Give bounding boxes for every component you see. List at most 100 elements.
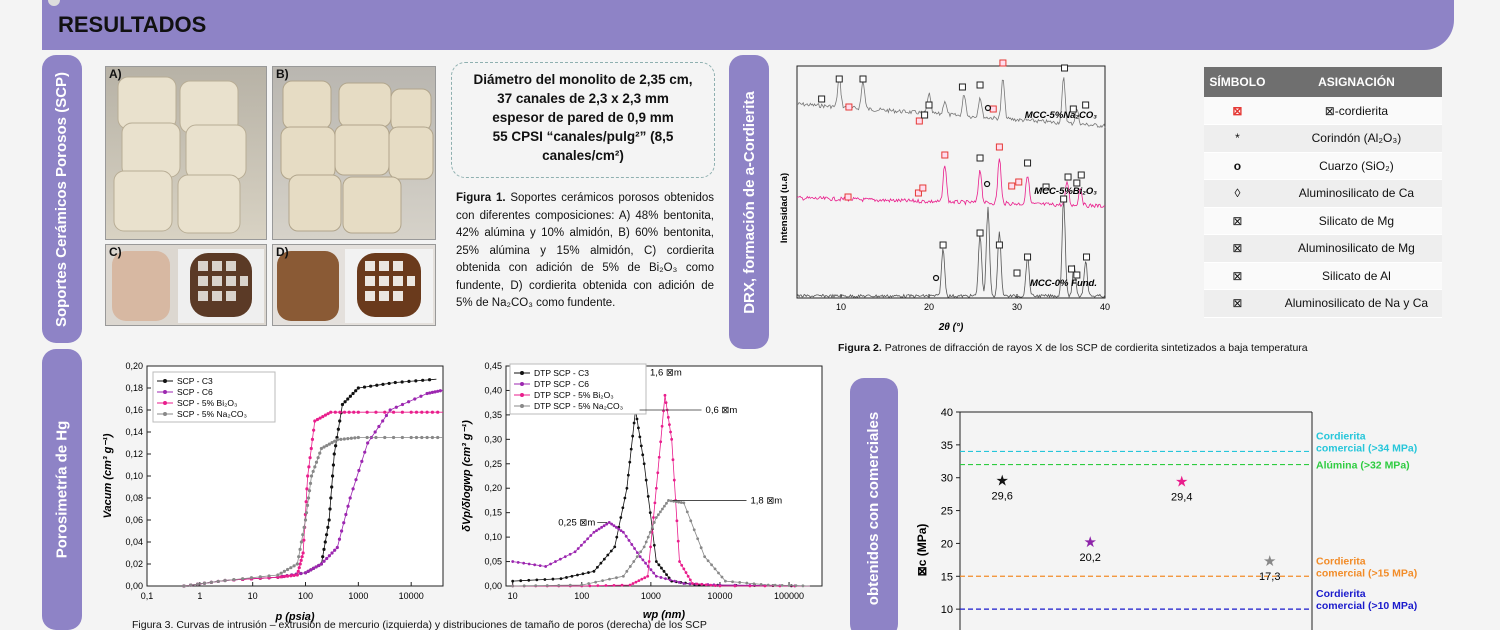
drx-chart: Intensidad (u.a) 10 20 30 40 MCC-5%Na₂CO₃ M… — [779, 59, 1110, 333]
photo-c-label: C) — [109, 245, 122, 259]
intrusion-legend — [152, 371, 276, 423]
dtp-legend-marker — [520, 404, 524, 408]
drx-peak-marker — [921, 111, 929, 119]
strength-ytick-label: 10 — [941, 604, 953, 616]
dtp-legend-marker — [520, 371, 524, 375]
intrusion-series-line — [183, 437, 443, 587]
symbol-cell: ⊠ — [1204, 234, 1271, 263]
dtp-ytick-label: 0,00 — [484, 581, 502, 591]
strength-point-label: 29,4 — [1171, 492, 1192, 504]
intrusion-legend-marker — [163, 390, 167, 394]
drx-peak-marker — [995, 143, 1003, 151]
monolith-line1: Diámetro del monolito de 2,35 cm, — [473, 72, 693, 87]
table-row: * Corindón (Al₂O₃) — [1204, 124, 1442, 153]
drx-xlabel: 2θ (°) — [938, 322, 964, 333]
dtp-ytick-label: 0,45 — [484, 361, 502, 371]
section-hg-bar: Porosimetría de Hg — [42, 349, 82, 630]
strength-ylabel: ⊠c (MPa) — [915, 524, 929, 577]
assignment-cell: Aluminosilicato de Na y Ca — [1270, 289, 1442, 318]
figure3-caption: Figura 3. Curvas de intrusión – extrusió… — [132, 619, 707, 630]
drx-peak-marker — [976, 229, 984, 237]
intrusion-legend-marker — [163, 379, 167, 383]
intrusion-ytick-label: 0,06 — [125, 515, 143, 525]
photo-b-label: B) — [276, 67, 289, 81]
dtp-series-line — [512, 395, 810, 587]
section-drx-title: DRX, formación de a-Cordierita — [740, 90, 758, 314]
drx-peak-marker — [976, 81, 984, 89]
intrusion-ytick-label: 0,10 — [125, 471, 143, 481]
drx-peak-marker — [844, 193, 852, 201]
results-header: RESULTADOS — [42, 0, 1454, 50]
intrusion-ytick-label: 0,18 — [125, 383, 143, 393]
photo-b — [272, 66, 436, 240]
strength-point-label: 20,2 — [1080, 552, 1101, 564]
drx-peak-marker — [989, 105, 997, 113]
section-drx-bar: DRX, formación de a-Cordierita — [729, 55, 769, 349]
symbol-cell: ⊠ — [1204, 97, 1271, 125]
symbol-header: SÍMBOLO — [1204, 67, 1271, 97]
drx-xtick-label: 30 — [1012, 302, 1022, 312]
monolith-line5: canales/cm²) — [542, 148, 624, 163]
dtp-legend-label: DTP SCP - C3 — [534, 368, 589, 378]
strength-point: ★ — [1084, 534, 1097, 551]
intrusion-xtick-label: 1 — [197, 591, 202, 601]
drx-peak-marker — [1073, 271, 1081, 279]
dtp-annotation-label: 0,6 ⊠m — [706, 405, 738, 416]
monolith-line4: 55 CPSI “canales/pulg²” (8,5 — [492, 129, 674, 144]
photo-a-label: A) — [109, 67, 122, 81]
photo-b-image — [280, 80, 434, 234]
dtp-legend-marker — [520, 393, 524, 397]
intrusion-ytick-label: 0,12 — [125, 449, 143, 459]
dtp-xlabel: wp (nm) — [643, 609, 685, 621]
photo-d-label: D) — [276, 245, 289, 259]
drx-quartz-marker — [984, 104, 992, 112]
section-scp-title: Soportes Cerámicos Porosos (SCP) — [53, 71, 71, 327]
photo-c-image — [112, 249, 264, 323]
intrusion-ytick-label: 0,04 — [125, 537, 143, 547]
dtp-legend-label: DTP SCP - 5% Bi₂O₃ — [534, 390, 614, 400]
dtp-point — [511, 579, 515, 583]
dtp-xtick-label: 100000 — [774, 591, 804, 601]
strength-point: ★ — [1263, 553, 1276, 570]
drx-series-0 — [796, 201, 1106, 299]
dtp-legend-label: DTP SCP - C6 — [534, 379, 589, 389]
table-row: ⊠ Silicato de Mg — [1204, 207, 1442, 235]
drx-peak-marker — [835, 75, 843, 83]
intrusion-ytick-label: 0,20 — [125, 361, 143, 371]
drx-peak-marker — [958, 83, 966, 91]
drx-peak-marker — [919, 184, 927, 192]
intrusion-xtick-label: 1000 — [348, 591, 368, 601]
strength-reference-label: comercial (>34 MPa) — [1316, 442, 1417, 454]
intrusion-ytick-label: 0,00 — [125, 581, 143, 591]
drx-peak-marker — [1061, 64, 1069, 72]
drx-xtick-label: 10 — [836, 302, 846, 312]
drx-peak-marker — [1024, 159, 1032, 167]
figure2-label: Figura 2. — [838, 342, 882, 354]
figure1-caption: Figura 1. Soportes cerámicos porosos obt… — [456, 190, 714, 313]
monolith-spec-box: Diámetro del monolito de 2,35 cm, 37 can… — [451, 62, 715, 178]
drx-peak-marker — [999, 59, 1007, 67]
intrusion-ytick-label: 0,14 — [125, 427, 143, 437]
drx-peak-marker — [859, 75, 867, 83]
drx-peak-marker — [845, 103, 853, 111]
drx-peak-marker — [1083, 253, 1091, 261]
strength-ytick-label: 25 — [941, 506, 953, 518]
strength-point-label: 17,3 — [1259, 571, 1280, 583]
intrusion-xtick-label: 10000 — [399, 591, 424, 601]
dtp-ylabel: δVp/δlogwp (cm³ g⁻¹) — [461, 420, 473, 532]
intrusion-legend-marker — [163, 412, 167, 416]
drx-xtick-label: 20 — [924, 302, 934, 312]
dtp-series-line — [512, 499, 810, 587]
symbol-cell: ◊ — [1204, 179, 1271, 208]
intrusion-ytick-label: 0,02 — [125, 559, 143, 569]
drx-peak-marker — [941, 151, 949, 159]
dtp-legend-marker — [520, 382, 524, 386]
strength-point: ★ — [996, 472, 1009, 489]
dtp-xtick-label: 100 — [574, 591, 589, 601]
figure1-text: Soportes cerámicos porosos obtenidos con… — [456, 192, 714, 309]
intrusion-legend-marker — [163, 401, 167, 405]
assignment-cell: Corindón (Al₂O₃) — [1270, 124, 1442, 153]
symbol-cell: ⊠ — [1204, 207, 1271, 235]
dtp-xtick-label: 1000 — [641, 591, 661, 601]
drx-peak-marker — [1024, 253, 1032, 261]
